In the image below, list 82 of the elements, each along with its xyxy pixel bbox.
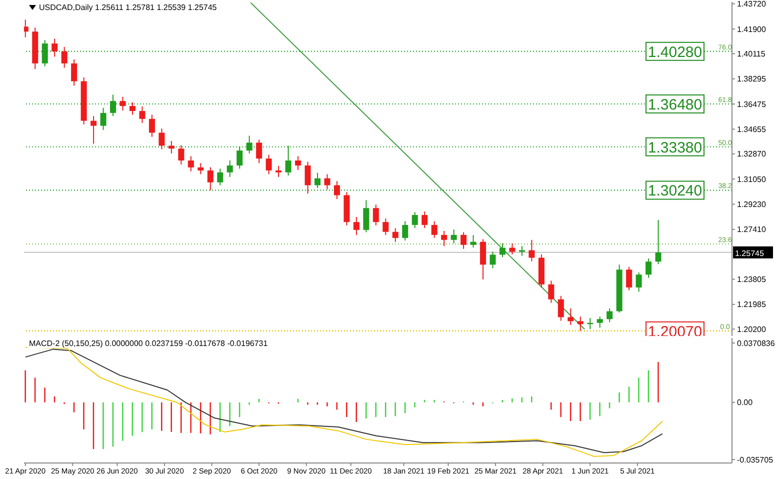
candlestick — [158, 128, 165, 150]
candlestick — [412, 212, 418, 229]
candlestick — [460, 232, 467, 250]
candlestick — [168, 140, 174, 154]
candlestick — [256, 139, 262, 164]
candlestick — [509, 242, 516, 255]
y-tick-label: 1.43720 — [737, 0, 766, 9]
candlestick — [392, 228, 398, 242]
candlestick — [353, 216, 360, 236]
candlestick — [198, 162, 204, 175]
y-tick-label: 0.00 — [737, 398, 754, 408]
y-tick-label: 1.36475 — [737, 100, 766, 109]
candlestick — [207, 166, 214, 191]
candlestick — [470, 234, 476, 248]
candlestick — [295, 156, 302, 171]
candlestick — [431, 220, 438, 238]
candlestick — [42, 40, 48, 67]
candlestick — [110, 94, 116, 117]
candlestick — [139, 106, 146, 124]
candlestick — [518, 246, 525, 256]
y-tick-label: 1.29230 — [737, 200, 766, 210]
candlestick — [334, 180, 340, 200]
y-tick-label: 0.0370836 — [737, 338, 776, 348]
candlestick — [226, 160, 233, 178]
candlestick — [236, 146, 243, 170]
candlestick — [314, 172, 320, 189]
y-tick-label: 1.32870 — [737, 150, 766, 159]
candlestick — [372, 204, 379, 226]
y-tick-label: 1.34655 — [737, 125, 766, 134]
candlestick — [217, 168, 224, 186]
candlestick — [148, 114, 155, 138]
candlestick — [577, 316, 584, 332]
ref-line-label: 1.40280 — [648, 44, 702, 61]
candlestick — [636, 272, 642, 292]
candlestick — [568, 308, 574, 326]
candlestick — [596, 316, 603, 328]
y-tick-label: 1.41900 — [737, 24, 766, 34]
candlestick — [90, 116, 97, 144]
candlestick — [363, 200, 370, 233]
candlestick — [626, 266, 632, 291]
candlestick — [52, 38, 58, 58]
candlestick — [441, 230, 448, 247]
y-tick-label: 1.31050 — [737, 174, 766, 184]
candlestick — [71, 58, 78, 86]
candlestick — [499, 242, 506, 258]
candlestick — [606, 308, 613, 323]
candlestick — [528, 239, 535, 262]
candlestick — [246, 135, 252, 154]
candlestick — [324, 174, 330, 190]
y-tick-label: 1.20200 — [737, 324, 766, 334]
candlestick — [304, 161, 311, 194]
y-tick-label: -0.035705 — [737, 455, 774, 464]
chart-title: USDCAD,Daily 1.25611 1.25781 1.25539 1.25745 — [39, 3, 217, 12]
candlestick — [188, 156, 194, 172]
y-tick-label: 1.40115 — [737, 49, 766, 58]
candlestick — [276, 165, 282, 178]
candlestick — [646, 258, 652, 278]
ref-line-label: 1.33380 — [648, 139, 702, 156]
candlestick — [100, 107, 106, 130]
candlestick — [120, 96, 126, 112]
candlestick — [450, 229, 457, 244]
ref-line-label: 1.30240 — [648, 182, 702, 200]
candlestick — [61, 46, 68, 68]
candlestick — [382, 218, 389, 236]
ref-line-label: 1.36480 — [648, 96, 702, 114]
candlestick — [490, 251, 496, 269]
candlestick — [422, 211, 428, 229]
candlestick — [402, 220, 408, 242]
candlestick — [178, 144, 184, 166]
y-tick-label: 1.38295 — [737, 74, 766, 84]
candlestick — [655, 219, 662, 265]
candlestick — [266, 154, 272, 175]
candlestick — [129, 102, 136, 116]
y-tick-label: 1.23805 — [737, 275, 766, 284]
candlestick — [548, 280, 554, 304]
candlestick — [480, 238, 486, 280]
y-tick-label: 1.27410 — [737, 225, 766, 234]
candlestick — [285, 145, 292, 176]
y-tick-label: 1.21985 — [737, 300, 766, 310]
ref-line-label: 1.25745 — [735, 248, 764, 258]
chart-title: MACD-2 (50,150,25) 0.0000000 0.0237159 -0.0117678 -0.0196731 — [29, 339, 268, 348]
candlestick — [558, 295, 564, 322]
